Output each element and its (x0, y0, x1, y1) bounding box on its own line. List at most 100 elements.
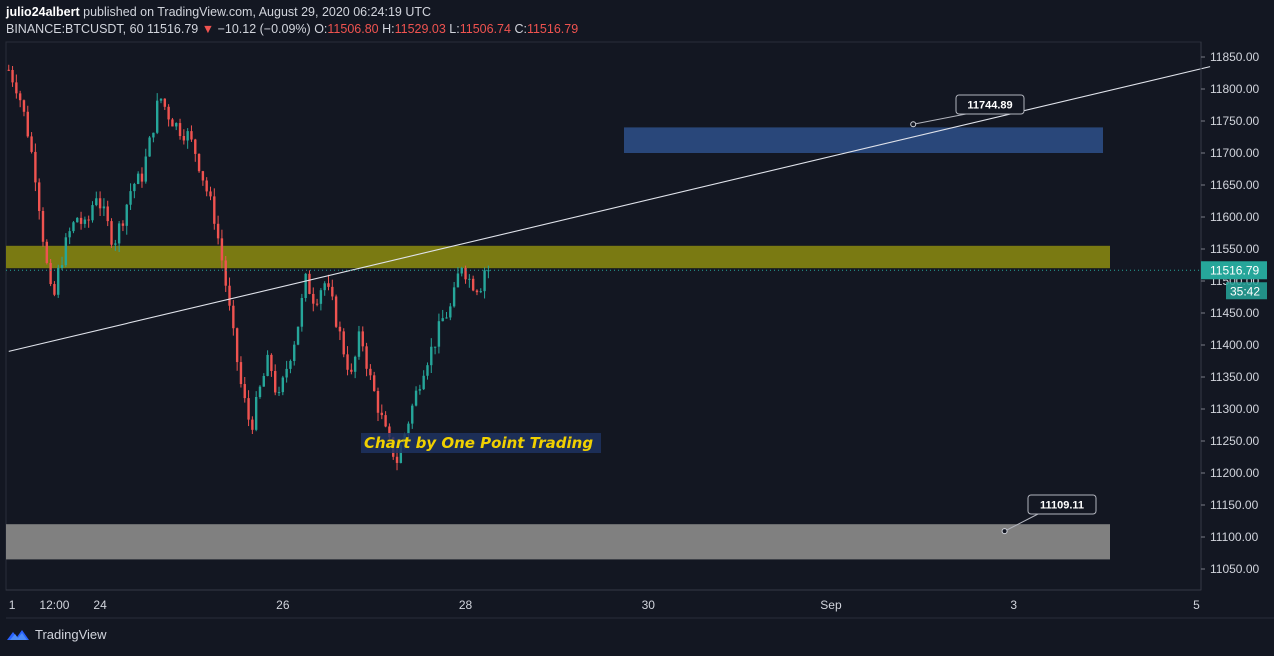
candle-body (152, 132, 155, 138)
candle-body (95, 198, 98, 206)
y-tick-label: 11100.00 (1210, 530, 1259, 544)
candle-body (308, 273, 311, 294)
candle-body (468, 278, 471, 280)
trendline[interactable] (8, 66, 1211, 352)
candle-body (312, 293, 315, 304)
candle-body (45, 241, 49, 263)
callout-leader (1004, 513, 1039, 532)
candle-body (338, 326, 342, 332)
candle-body (18, 93, 22, 101)
candle-body (365, 346, 368, 369)
candle-body (433, 346, 437, 348)
candle-body (41, 210, 45, 242)
candle-body (7, 69, 10, 71)
candle-body (98, 198, 102, 209)
candle-body (167, 106, 170, 120)
candle-body (64, 237, 68, 266)
candle-body (407, 423, 410, 435)
candle-body (129, 191, 132, 205)
y-tick-label: 11200.00 (1210, 466, 1259, 480)
candle-body (83, 219, 87, 224)
candle-body (49, 262, 52, 285)
candle-body (293, 344, 296, 361)
candle-body (289, 360, 292, 369)
y-tick-label: 11450.00 (1210, 306, 1259, 320)
candle-body (274, 370, 277, 393)
callout-anchor[interactable] (1001, 528, 1008, 535)
annotation-bg (361, 433, 601, 453)
candle-body (262, 375, 265, 387)
candle-body (220, 238, 224, 261)
low-value: 11506.74 (459, 22, 511, 36)
callout-box[interactable] (955, 94, 1025, 115)
candle-body (22, 100, 26, 112)
annotation-text[interactable]: Chart by One Point Trading (364, 434, 593, 452)
publish-info: julio24albert published on TradingView.c… (6, 5, 431, 19)
candle-body (281, 377, 285, 393)
candle-body (30, 136, 33, 152)
candle-body (319, 290, 323, 304)
callout-box[interactable] (1027, 494, 1097, 515)
candle-body (350, 369, 353, 372)
candle-body (243, 384, 246, 399)
candle-body (300, 298, 304, 327)
candle-body (68, 231, 71, 238)
candle-body (479, 291, 482, 293)
candle-body (323, 283, 326, 291)
candle-body (163, 98, 167, 107)
x-tick-label: 12:00 (39, 598, 69, 612)
published-text: published on TradingView.com, August 29,… (83, 5, 432, 19)
candle-body (175, 123, 178, 127)
candle-body (353, 356, 357, 372)
candle-body (235, 328, 239, 363)
candle-body (87, 219, 90, 221)
y-tick-label: 11150.00 (1210, 498, 1259, 512)
x-tick-label: 30 (642, 598, 656, 612)
candle-body (384, 415, 387, 427)
candle-body (441, 318, 444, 322)
callout-label: 11744.89 (967, 100, 1012, 112)
y-tick-label: 11600.00 (1210, 210, 1259, 224)
y-tick-label: 11750.00 (1210, 114, 1259, 128)
current-price-tag[interactable] (1201, 261, 1267, 280)
candle-body (121, 223, 125, 226)
candle-body (418, 389, 422, 391)
candle-body (361, 331, 364, 347)
candle-body (296, 326, 300, 345)
candle-body (140, 173, 144, 182)
candle-body (106, 206, 109, 222)
author-name[interactable]: julio24albert (6, 5, 80, 19)
candle-body (376, 391, 380, 413)
candle-body (182, 136, 186, 141)
candle-body (426, 365, 429, 376)
resistance-zone[interactable] (6, 245, 1110, 269)
candle-body (228, 285, 231, 306)
candle-body (388, 426, 391, 438)
candle-body (133, 183, 136, 192)
y-tick-label: 11250.00 (1210, 434, 1259, 448)
support-zone[interactable] (6, 524, 1110, 560)
y-tick-label: 11050.00 (1210, 562, 1259, 576)
candle-body (487, 270, 490, 272)
candle-body (117, 223, 121, 244)
open-label: O: (314, 22, 328, 36)
candle-body (437, 321, 441, 347)
candle-body (475, 290, 479, 293)
open-value: 11506.80 (327, 22, 379, 36)
candle-body (72, 222, 75, 232)
candle-body (247, 398, 250, 420)
callout-label: 11109.11 (1040, 500, 1084, 512)
tradingview-footer[interactable]: TradingView (6, 627, 107, 642)
callout-anchor[interactable] (910, 121, 917, 128)
symbol-label[interactable]: BINANCE:BTCUSDT, 60 (6, 22, 144, 36)
candle-body (209, 191, 212, 197)
candle-body (331, 286, 334, 297)
candle-body (110, 221, 113, 245)
candle-body (102, 206, 106, 209)
candle-body (464, 267, 467, 280)
candle-body (449, 306, 452, 318)
x-tick-label: 5 (1193, 598, 1200, 612)
candle-body (190, 131, 193, 140)
candle-body (258, 386, 262, 398)
